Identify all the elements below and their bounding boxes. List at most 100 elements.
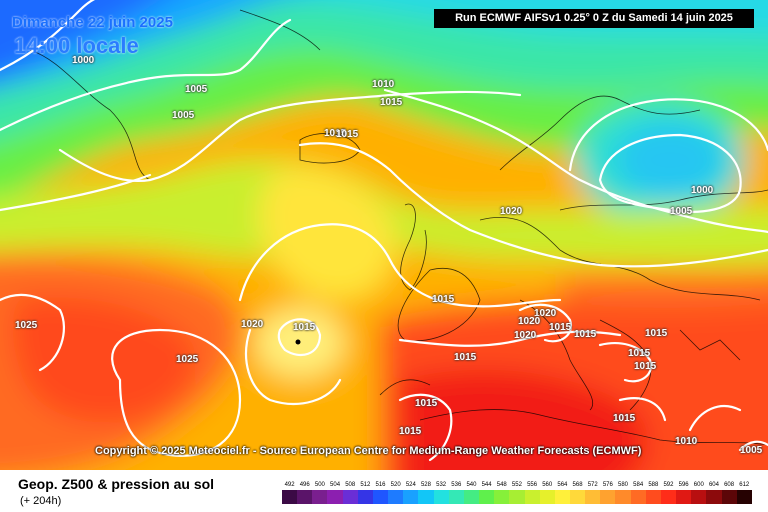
copyright-notice: Copyright © 2025 Meteociel.fr - Source E… (95, 445, 641, 457)
scale-swatch (479, 490, 494, 504)
scale-swatch (464, 490, 479, 504)
scale-swatch (418, 490, 433, 504)
isobar-label: 1015 (574, 329, 596, 340)
scale-swatch (373, 490, 388, 504)
scale-swatch (282, 490, 297, 504)
scale-swatch (312, 490, 327, 504)
scale-swatch (631, 490, 646, 504)
geopotential-field (0, 0, 768, 470)
isobar-label: 1015 (454, 352, 476, 363)
scale-swatch (540, 490, 555, 504)
scale-swatch (494, 490, 509, 504)
scale-swatch (403, 490, 418, 504)
isobar-label: 1025 (15, 320, 37, 331)
scale-swatch (570, 490, 585, 504)
color-scale-legend: 492 496 500 504 508 512 516 520 524 528 532 536 540 5… (282, 480, 752, 504)
scale-label: 528 (418, 480, 433, 490)
scale-swatch (555, 490, 570, 504)
scale-swatch (509, 490, 524, 504)
isobar-label: 1015 (549, 322, 571, 333)
isobar-label: 1015 (293, 322, 315, 333)
scale-label: 504 (327, 480, 342, 490)
scale-label: 532 (434, 480, 449, 490)
isobar-label: 1010 (372, 79, 394, 90)
scale-swatch (297, 490, 312, 504)
isobar-label: 1015 (634, 361, 656, 372)
scale-label: 544 (479, 480, 494, 490)
map-canvas (0, 0, 768, 470)
isobar-label: 1005 (670, 206, 692, 217)
map-footer: Geop. Z500 & pression au sol (+ 204h) 49… (0, 470, 768, 512)
scale-label: 516 (373, 480, 388, 490)
scale-label: 580 (615, 480, 630, 490)
isobar-label: 1005 (172, 110, 194, 121)
scale-swatch (676, 490, 691, 504)
map-title: Geop. Z500 & pression au sol (18, 476, 214, 492)
scale-label: 540 (464, 480, 479, 490)
isobar-label: 1015 (645, 328, 667, 339)
scale-label: 560 (540, 480, 555, 490)
scale-label: 592 (661, 480, 676, 490)
scale-label: 548 (494, 480, 509, 490)
scale-label: 492 (282, 480, 297, 490)
scale-label: 612 (737, 480, 752, 490)
scale-label: 576 (600, 480, 615, 490)
scale-swatch (691, 490, 706, 504)
scale-swatch (615, 490, 630, 504)
scale-swatch (706, 490, 721, 504)
scale-label: 568 (570, 480, 585, 490)
scale-swatch (722, 490, 737, 504)
scale-swatch (737, 490, 752, 504)
scale-swatch (600, 490, 615, 504)
scale-label: 500 (312, 480, 327, 490)
scale-label: 552 (509, 480, 524, 490)
scale-label: 520 (388, 480, 403, 490)
scale-swatch (388, 490, 403, 504)
scale-label: 556 (525, 480, 540, 490)
isobar-label: 1015 (628, 348, 650, 359)
isobar-label: 1015 (432, 294, 454, 305)
isobar-label: 1005 (740, 445, 762, 456)
scale-swatch (449, 490, 464, 504)
isobar-label: 1020 (514, 330, 536, 341)
scale-label: 584 (631, 480, 646, 490)
color-scale-bar (282, 490, 752, 504)
weather-map: Dimanche 22 juin 2025 14:00 locale Run E… (0, 0, 768, 470)
scale-label: 600 (691, 480, 706, 490)
scale-label: 524 (403, 480, 418, 490)
scale-label: 604 (706, 480, 721, 490)
scale-label: 572 (585, 480, 600, 490)
scale-swatch (525, 490, 540, 504)
scale-swatch (358, 490, 373, 504)
forecast-date: Dimanche 22 juin 2025 (12, 14, 173, 31)
scale-label: 508 (343, 480, 358, 490)
forecast-lead-time: (+ 204h) (20, 495, 61, 507)
scale-label: 564 (555, 480, 570, 490)
isobar-label: 1000 (691, 185, 713, 196)
isobar-label: 1015 (613, 413, 635, 424)
scale-swatch (661, 490, 676, 504)
scale-swatch (343, 490, 358, 504)
isobar-label: 1015 (380, 97, 402, 108)
low-center-marker (296, 340, 301, 345)
scale-label: 596 (676, 480, 691, 490)
isobar-label: 1020 (241, 319, 263, 330)
scale-swatch (327, 490, 342, 504)
isobar-label: 1020 (518, 316, 540, 327)
scale-swatch (434, 490, 449, 504)
scale-swatch (646, 490, 661, 504)
isobar-label: 1005 (185, 84, 207, 95)
isobar-label: 1015 (415, 398, 437, 409)
scale-label: 588 (646, 480, 661, 490)
scale-label: 496 (297, 480, 312, 490)
scale-label: 536 (449, 480, 464, 490)
scale-label: 512 (358, 480, 373, 490)
isobar-label: 1015 (336, 129, 358, 140)
scale-swatch (585, 490, 600, 504)
scale-label: 608 (722, 480, 737, 490)
isobar-label: 1000 (72, 55, 94, 66)
isobar-label: 1010 (675, 436, 697, 447)
isobar-label: 1025 (176, 354, 198, 365)
model-run-banner: Run ECMWF AIFSv1 0.25° 0 Z du Samedi 14 … (434, 9, 754, 28)
